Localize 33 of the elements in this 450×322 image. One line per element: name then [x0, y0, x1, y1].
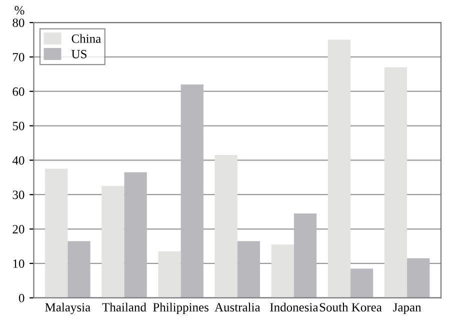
x-tick-label: South Korea [320, 302, 382, 312]
bar [158, 251, 181, 298]
x-tick-label: Thailand [102, 302, 146, 312]
y-tick-label: 0 [18, 294, 24, 302]
bar [124, 172, 147, 298]
y-tick-label: 40 [12, 156, 24, 165]
y-tick-label: 30 [12, 190, 24, 200]
bar [350, 268, 374, 298]
x-tick-label: Philippines [153, 302, 208, 314]
y-tick-label: 80 [12, 18, 24, 27]
bar [68, 241, 90, 298]
bar [328, 40, 350, 298]
bar [102, 186, 124, 298]
bar [407, 258, 430, 298]
y-tick-label: 70 [13, 52, 24, 62]
bar [384, 67, 408, 298]
y-axis-title: % [14, 6, 24, 15]
y-tick-label: 60 [12, 87, 24, 96]
x-tick-label: Malaysia [45, 302, 90, 314]
bar [45, 168, 68, 298]
bar [271, 244, 294, 298]
x-tick-label: Australia [214, 302, 260, 312]
bar [294, 214, 317, 298]
bar [214, 155, 238, 298]
bar [180, 84, 204, 298]
x-tick-label: Indonesia [270, 302, 318, 312]
y-tick-label: 50 [12, 122, 24, 130]
y-tick-label: 20 [12, 225, 24, 234]
y-tick-label: 10 [13, 259, 24, 268]
legend-label: China [72, 34, 101, 43]
x-tick-label: Japan [393, 303, 422, 314]
legend-label: US [72, 50, 86, 58]
bar [237, 241, 260, 298]
